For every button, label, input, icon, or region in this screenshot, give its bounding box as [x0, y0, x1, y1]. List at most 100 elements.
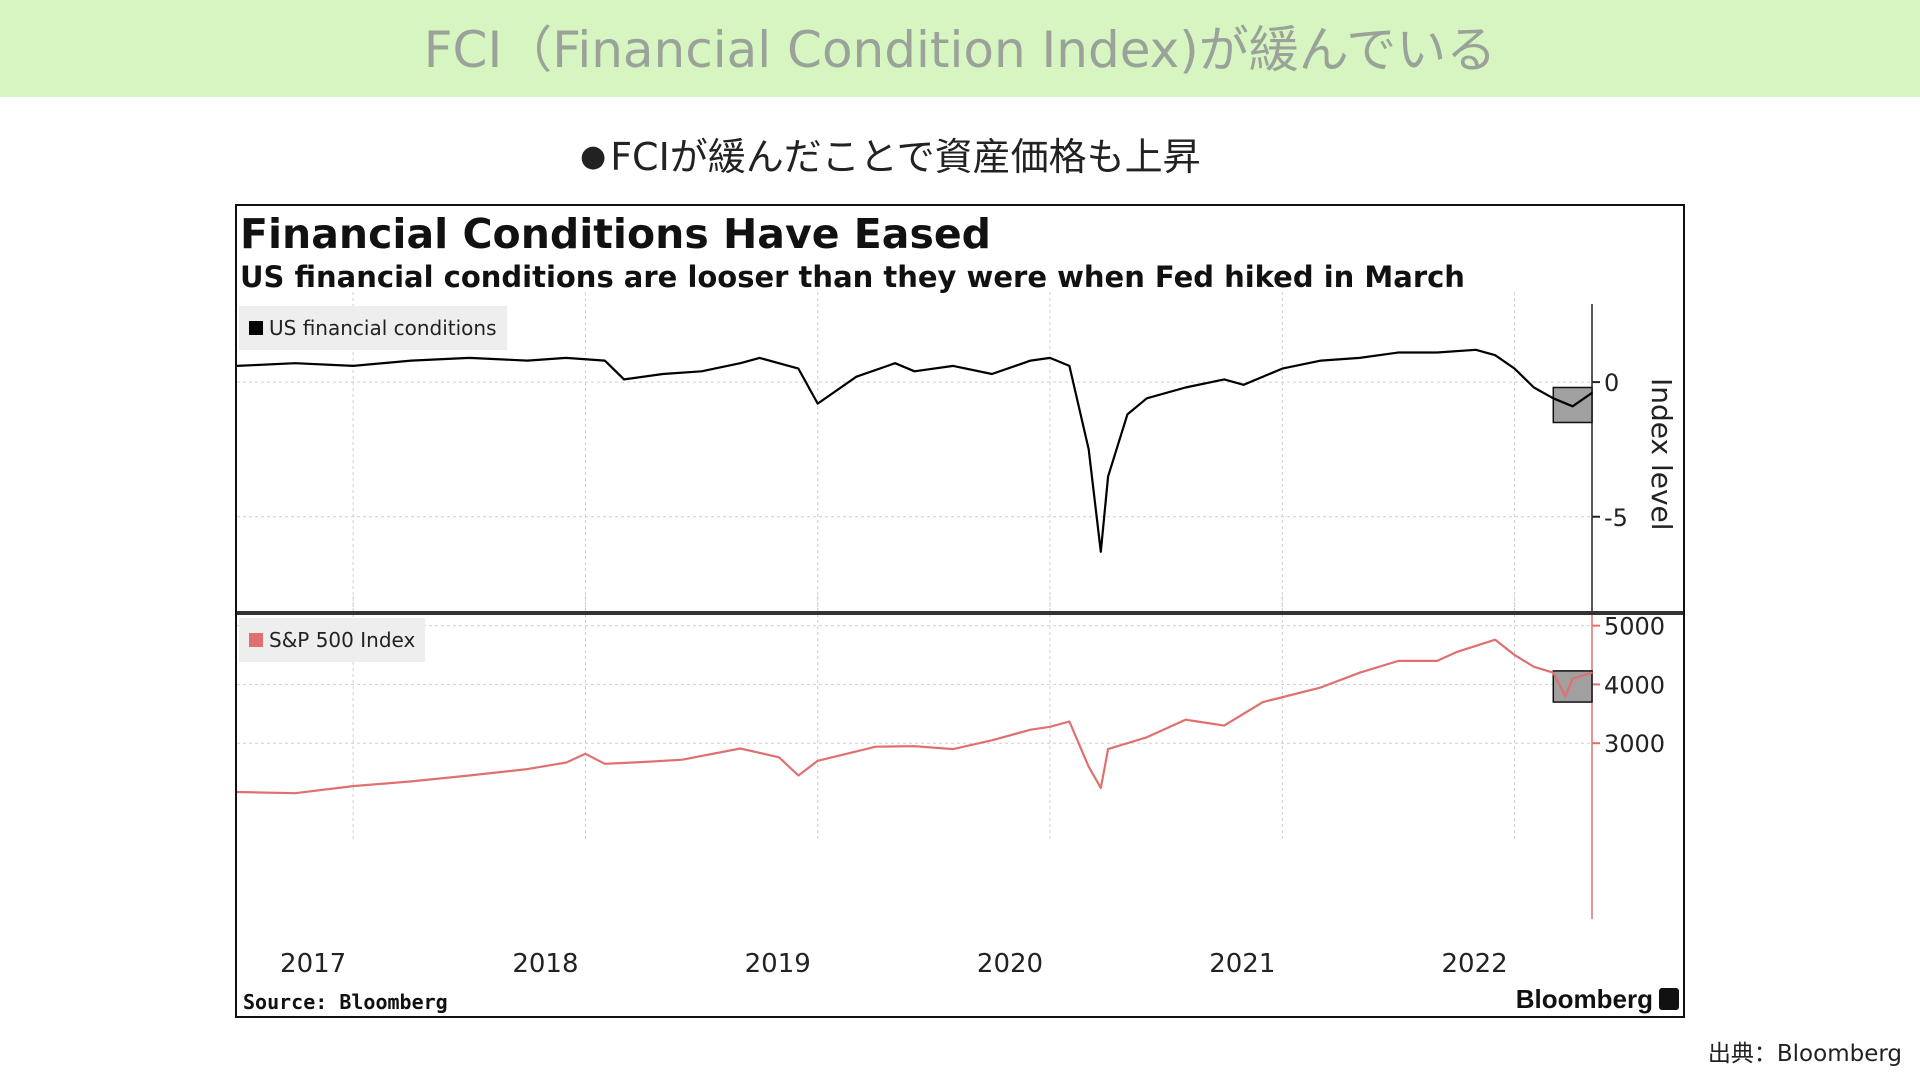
data-point-top-34 — [1397, 351, 1400, 354]
data-point-bottom-25 — [1145, 736, 1148, 739]
data-point-bottom-40 — [1571, 677, 1574, 680]
data-point-top-30 — [1242, 383, 1245, 386]
data-point-top-5 — [526, 359, 529, 362]
data-point-top-33 — [1358, 357, 1361, 359]
data-point-bottom-7 — [584, 752, 587, 755]
data-point-top-35 — [1436, 351, 1438, 354]
data-point-bottom-10 — [681, 758, 684, 761]
data-point-top-28 — [1184, 386, 1187, 389]
x-tick-label-2019: 2019 — [745, 949, 811, 979]
chart-plot: 2017 2018 2019 2020 2021 2022 0 -5 5000 4000 3000 I… — [237, 292, 1683, 979]
data-point-bottom-37 — [1533, 665, 1535, 668]
data-point-top-29 — [1223, 378, 1226, 381]
data-point-bottom-6 — [565, 761, 567, 764]
data-point-bottom-22 — [1087, 765, 1090, 768]
legend-top: US financial conditions — [239, 306, 507, 350]
data-point-bottom-33 — [1436, 660, 1438, 662]
data-point-top-15 — [855, 375, 858, 378]
data-point-bottom-19 — [1029, 728, 1032, 731]
data-point-top-36 — [1475, 348, 1477, 351]
data-point-top-24 — [1100, 550, 1102, 553]
data-point-bottom-17 — [952, 748, 955, 750]
data-point-bottom-18 — [991, 739, 993, 742]
data-point-top-4 — [468, 357, 471, 359]
data-point-bottom-15 — [874, 745, 877, 748]
y-tick-label-bottom-1: 4000 — [1604, 671, 1665, 699]
data-point-top-31 — [1281, 367, 1284, 370]
data-point-bottom-8 — [603, 762, 606, 765]
data-point-top-9 — [662, 373, 664, 375]
data-point-top-2 — [352, 365, 354, 367]
chart-title: Financial Conditions Have Eased — [240, 210, 992, 258]
data-point-top-37 — [1494, 354, 1497, 356]
data-point-top-39 — [1533, 386, 1535, 389]
data-point-top-6 — [565, 357, 567, 359]
legend-bottom: S&P 500 Index — [239, 618, 426, 662]
data-point-bottom-41 — [1591, 671, 1593, 674]
series-line-bottom-0 — [237, 638, 1593, 795]
data-point-top-32 — [1320, 359, 1322, 362]
data-point-bottom-14 — [816, 760, 819, 762]
data-point-top-16 — [894, 362, 896, 365]
data-point-bottom-29 — [1262, 701, 1264, 703]
data-point-bottom-30 — [1320, 686, 1322, 689]
series-line-top-0 — [237, 348, 1593, 553]
x-tick-label-2018: 2018 — [512, 949, 578, 979]
data-point-top-3 — [410, 359, 413, 362]
data-point-top-40 — [1552, 397, 1555, 400]
data-point-top-21 — [1049, 357, 1051, 359]
data-point-bottom-23 — [1100, 787, 1102, 789]
data-point-top-12 — [758, 357, 761, 359]
x-tick-label-2021: 2021 — [1209, 949, 1275, 979]
data-point-top-8 — [623, 378, 625, 381]
data-point-bottom-27 — [1204, 721, 1206, 724]
data-point-bottom-26 — [1184, 718, 1187, 721]
data-point-bottom-12 — [778, 756, 780, 759]
data-point-top-1 — [294, 362, 296, 365]
data-point-bottom-5 — [526, 768, 529, 770]
data-point-bottom-24 — [1107, 748, 1109, 750]
data-point-bottom-0 — [237, 791, 238, 793]
data-point-top-18 — [952, 365, 955, 367]
data-point-bottom-4 — [468, 774, 471, 777]
x-tick-label-2020: 2020 — [977, 949, 1043, 979]
data-point-bottom-2 — [352, 785, 354, 787]
data-point-top-0 — [237, 365, 238, 367]
data-point-bottom-35 — [1494, 638, 1497, 641]
data-point-bottom-38 — [1552, 671, 1555, 674]
slide-title: FCI（Financial Condition Index)が緩んでいる — [423, 21, 1497, 79]
data-point-bottom-34 — [1455, 651, 1458, 653]
x-tick-label-2017: 2017 — [280, 949, 346, 979]
data-point-top-7 — [603, 359, 606, 362]
data-point-top-22 — [1068, 365, 1071, 367]
data-point-top-17 — [913, 370, 916, 373]
data-point-bottom-1 — [294, 792, 296, 794]
legend-swatch-top — [249, 321, 263, 335]
data-point-top-14 — [816, 402, 819, 405]
data-point-top-19 — [991, 373, 993, 375]
data-point-bottom-13 — [797, 774, 800, 777]
data-point-top-10 — [700, 370, 703, 373]
data-point-bottom-31 — [1358, 671, 1361, 674]
y-tick-label-bottom-0: 5000 — [1604, 613, 1665, 641]
image-credit: 出典：Bloomberg — [1707, 1041, 1902, 1067]
bullet-point: ● FCIが緩んだことで資産価格も上昇 — [580, 126, 1201, 181]
bullet-dot-icon: ● — [580, 139, 607, 174]
legend-swatch-bottom — [249, 633, 263, 647]
data-point-top-38 — [1513, 367, 1516, 370]
chart-frame: 2017 2018 2019 2020 2021 2022 0 -5 5000 4000 3000 I… — [235, 204, 1685, 1018]
data-point-top-26 — [1126, 413, 1129, 416]
data-point-top-25 — [1107, 475, 1109, 478]
y-tick-label-top-1: -5 — [1604, 504, 1628, 532]
data-point-bottom-28 — [1223, 724, 1226, 727]
x-tick-label-2022: 2022 — [1441, 949, 1507, 979]
bullet-text: FCIが緩んだことで資産価格も上昇 — [610, 135, 1201, 179]
data-point-bottom-32 — [1397, 660, 1400, 662]
data-point-bottom-36 — [1513, 654, 1516, 656]
title-band — [0, 0, 1920, 97]
chart-subtitle: US financial conditions are looser than … — [240, 260, 1465, 294]
data-point-bottom-11 — [739, 747, 742, 750]
data-point-bottom-16 — [913, 745, 916, 747]
data-point-bottom-3 — [410, 780, 413, 783]
y-axis-label-top: Index level — [1645, 378, 1678, 531]
